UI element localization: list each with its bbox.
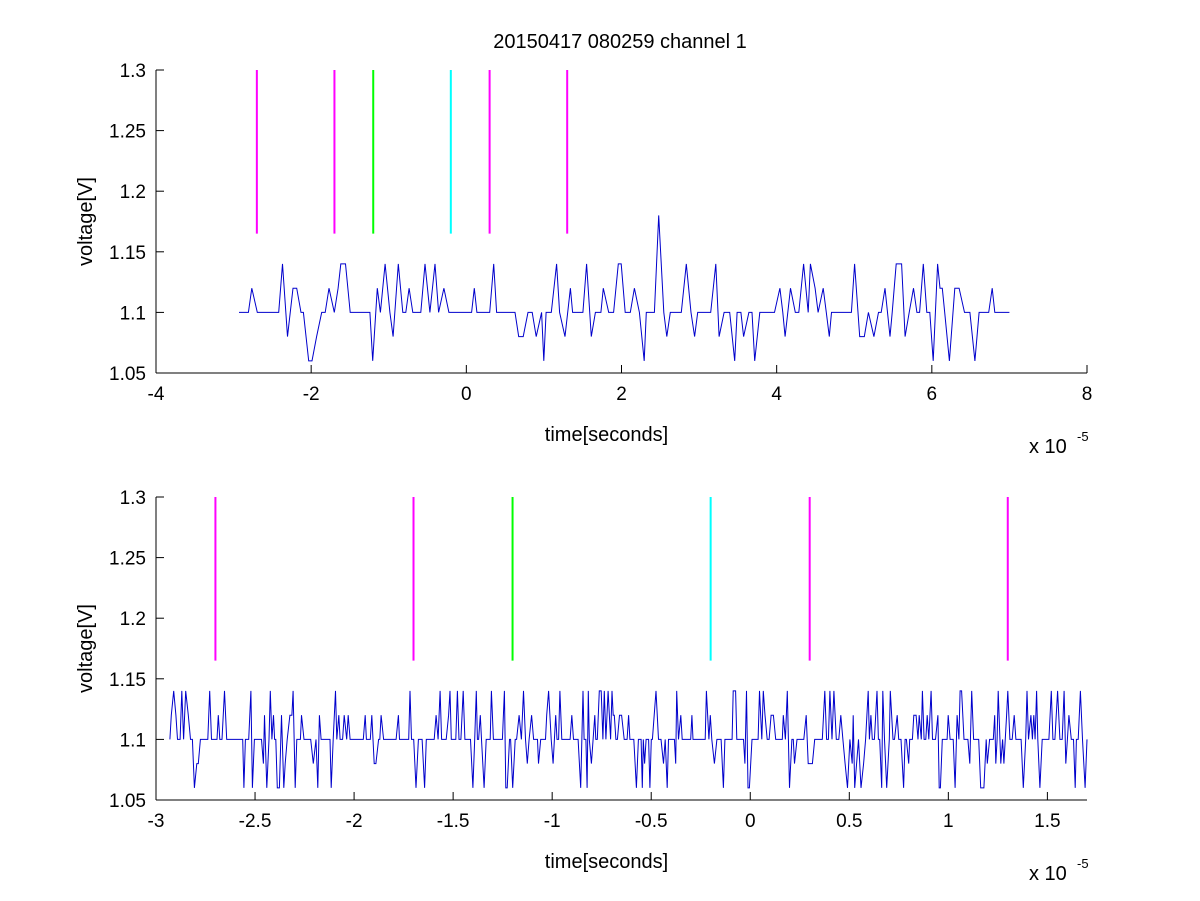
y-tick-label: 1.25 <box>109 549 146 570</box>
x-tick-label: 2 <box>616 384 627 405</box>
x-tick-group-bottom: -3 -2.5 -2 -1.5 -1 -0.5 0 0.5 1 1.5 <box>148 792 1061 832</box>
x-tick-label: -0.5 <box>635 811 668 832</box>
x-exponent-value-bottom: -5 <box>1077 856 1089 871</box>
plot-top: 1.05 1.1 1.15 1.2 1.25 1.3 -4 -2 0 2 4 6 8 time[sec… <box>75 61 1092 458</box>
x-tick-label: -2.5 <box>239 811 272 832</box>
voltage-trace-bottom <box>169 690 1088 789</box>
x-tick-label: 0 <box>461 384 472 405</box>
y-tick-label: 1.25 <box>109 122 146 143</box>
y-axis-label-bottom: voltage[V] <box>75 604 97 693</box>
x-axis-label-top: time[seconds] <box>545 424 668 446</box>
y-tick-label: 1.2 <box>120 182 146 203</box>
x-tick-label: 0 <box>745 811 756 832</box>
voltage-trace-top <box>239 215 1010 362</box>
y-tick-group-top: 1.05 1.1 1.15 1.2 1.25 1.3 <box>109 61 164 385</box>
x-tick-label: 8 <box>1082 384 1093 405</box>
y-tick-label: 1.1 <box>120 303 146 324</box>
figure-title: 20150417 080259 channel 1 <box>493 31 747 53</box>
x-tick-label: -1 <box>544 811 561 832</box>
x-tick-label: -1.5 <box>437 811 470 832</box>
x-exponent-label-bottom: x 10 <box>1029 863 1067 885</box>
x-tick-label: 4 <box>771 384 782 405</box>
marker-group-bottom <box>214 497 1009 661</box>
y-tick-group-bottom: 1.05 1.1 1.15 1.2 1.25 1.3 <box>109 488 164 812</box>
x-tick-label: -2 <box>303 384 320 405</box>
y-tick-label: 1.3 <box>120 488 146 509</box>
x-tick-label: 1.5 <box>1034 811 1060 832</box>
y-tick-label: 1.15 <box>109 243 146 264</box>
x-axis-label-bottom: time[seconds] <box>545 851 668 873</box>
x-tick-label: 0.5 <box>836 811 862 832</box>
x-tick-label: -4 <box>148 384 165 405</box>
x-exponent-value-top: -5 <box>1077 429 1089 444</box>
y-tick-label: 1.15 <box>109 670 146 691</box>
y-tick-label: 1.2 <box>120 609 146 630</box>
plot-bottom: 1.05 1.1 1.15 1.2 1.25 1.3 -3 -2.5 -2 -1.5 -1 -0.5… <box>75 488 1089 885</box>
y-tick-label: 1.1 <box>120 730 146 751</box>
y-tick-label: 1.05 <box>109 364 146 385</box>
x-tick-label: 1 <box>943 811 954 832</box>
x-tick-label: -3 <box>148 811 165 832</box>
x-tick-label: 6 <box>927 384 938 405</box>
y-axis-label-top: voltage[V] <box>75 177 97 266</box>
x-tick-label: -2 <box>346 811 363 832</box>
x-exponent-label-top: x 10 <box>1029 436 1067 458</box>
y-tick-label: 1.3 <box>120 61 146 82</box>
y-tick-label: 1.05 <box>109 791 146 812</box>
x-tick-group-top: -4 -2 0 2 4 6 8 <box>148 365 1093 405</box>
marker-group-top <box>255 70 569 234</box>
